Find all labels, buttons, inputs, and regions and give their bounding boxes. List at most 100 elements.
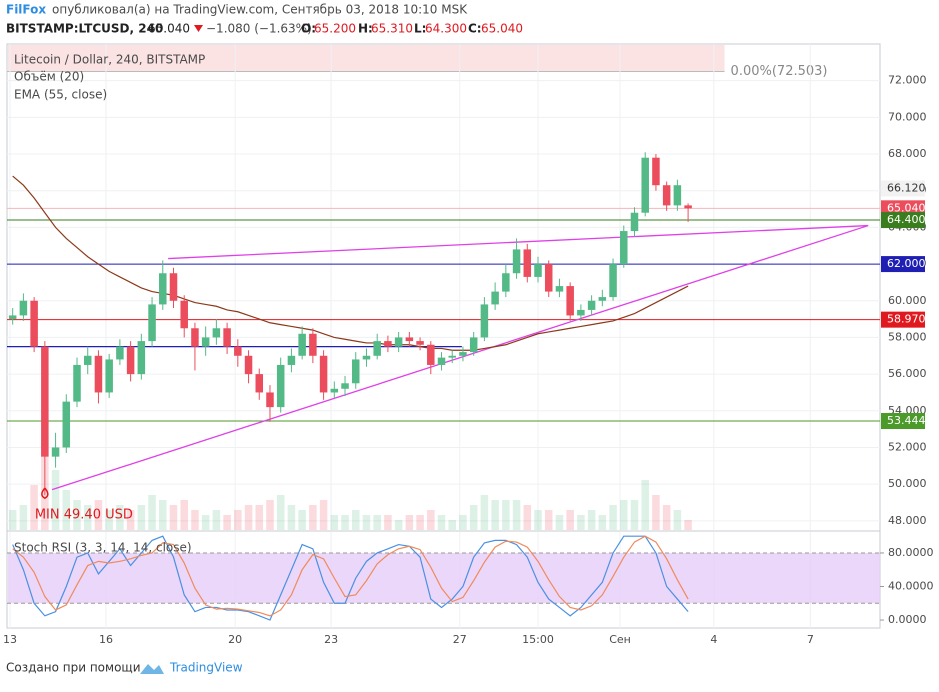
- volume-bar: [276, 495, 285, 530]
- candle-body: [394, 337, 403, 347]
- volume-bar: [83, 505, 92, 530]
- candle-body: [480, 304, 489, 338]
- candle-body: [416, 341, 424, 345]
- chart-title: Litecoin / Dollar, 240, BITSTAMP: [14, 53, 205, 67]
- candle-body: [341, 383, 349, 389]
- candle-body: [62, 401, 71, 448]
- volume-bar: [212, 510, 221, 530]
- candle-body: [362, 355, 371, 360]
- candle-body: [83, 355, 92, 365]
- volume-bar: [223, 515, 231, 530]
- y-tick-label: 80.0000: [888, 546, 934, 559]
- volume-bar: [255, 505, 264, 530]
- level-label: 53.444: [887, 414, 926, 427]
- volume-bar: [191, 510, 199, 530]
- volume-bar: [491, 500, 499, 530]
- candle-body: [287, 355, 296, 365]
- level-tag: [881, 256, 925, 273]
- candle-body: [405, 337, 414, 342]
- candle-body: [201, 337, 210, 347]
- x-tick-label: 27: [453, 633, 467, 646]
- candle-body: [319, 355, 328, 393]
- volume-bar: [555, 515, 564, 530]
- candle-body: [266, 392, 274, 408]
- volume-bar: [394, 520, 403, 530]
- volume-bar: [459, 515, 467, 530]
- candle-body: [373, 341, 381, 356]
- volume-bar: [416, 515, 424, 530]
- volume-bar: [373, 515, 381, 530]
- candle-body: [51, 447, 60, 457]
- y-tick-label: 48.000: [888, 514, 927, 527]
- trend-line: [51, 224, 869, 491]
- author[interactable]: FilFox: [6, 3, 46, 17]
- y-tick-label: 72.000: [888, 74, 927, 87]
- symbol[interactable]: BITSTAMP:LTCUSD, 240: [6, 22, 163, 36]
- candle-body: [30, 300, 38, 347]
- volume-bar: [502, 500, 510, 530]
- volume-bar: [362, 515, 371, 530]
- volume-bar: [662, 505, 671, 530]
- volume-bar: [94, 500, 103, 530]
- volume-bar: [137, 505, 146, 530]
- level-tag: [881, 412, 925, 429]
- candle-body: [609, 264, 617, 298]
- volume-bar: [330, 515, 339, 530]
- volume-bar: [448, 520, 456, 530]
- volume-bar: [544, 510, 553, 530]
- volume-bar: [116, 505, 124, 530]
- level-tag: [881, 212, 925, 229]
- candle-body: [191, 328, 199, 347]
- l-label: L:: [414, 22, 426, 36]
- volume-bar: [298, 510, 306, 530]
- ema-line: [12, 175, 689, 351]
- level-label: 64.400: [887, 213, 926, 226]
- volume-bar: [351, 510, 360, 530]
- candle-body: [544, 264, 553, 292]
- volume-bar: [405, 515, 414, 530]
- footer-brand[interactable]: TradingView: [169, 661, 243, 675]
- candle-body: [577, 309, 585, 316]
- candle-body: [427, 344, 435, 365]
- candle-body: [19, 300, 28, 316]
- volume-bar: [180, 500, 188, 530]
- candle-body: [180, 300, 188, 329]
- y-tick-label: 0.0000: [888, 613, 927, 626]
- last-price: 65.040: [148, 22, 190, 36]
- c-label: C:: [468, 22, 482, 36]
- x-tick-label: 15:00: [522, 633, 554, 646]
- candle-body: [298, 333, 306, 356]
- volume-bar: [234, 510, 242, 530]
- candle-body: [523, 249, 532, 277]
- candle-body: [620, 231, 628, 265]
- candle-body: [137, 341, 146, 375]
- candle-body: [555, 286, 564, 292]
- c-value: 65.040: [481, 22, 523, 36]
- volume-bar: [287, 505, 296, 530]
- candle-body: [459, 352, 467, 356]
- candle-body: [73, 364, 81, 402]
- candle-body: [684, 205, 692, 209]
- x-tick-label: 20: [228, 633, 242, 646]
- volume-bar: [266, 500, 274, 530]
- y-tick-label: 70.000: [888, 110, 927, 123]
- candle-body: [673, 185, 682, 206]
- volume-bar: [30, 485, 38, 530]
- level-label: 62.000: [887, 257, 926, 270]
- candle-body: [652, 157, 660, 186]
- volume-bar: [148, 495, 156, 530]
- candle-body: [469, 337, 478, 353]
- fib-label: 0.00%(72.503): [731, 64, 828, 79]
- level-label: 58.970: [887, 313, 926, 326]
- candle-body: [105, 359, 113, 393]
- candle-body: [309, 333, 317, 356]
- trend-line: [168, 224, 869, 260]
- candle-body: [437, 357, 446, 365]
- candle-body: [41, 346, 49, 457]
- volume-bar: [19, 505, 28, 530]
- volume-bar: [427, 510, 435, 530]
- volume-bar: [577, 515, 585, 530]
- candle-body: [351, 359, 360, 384]
